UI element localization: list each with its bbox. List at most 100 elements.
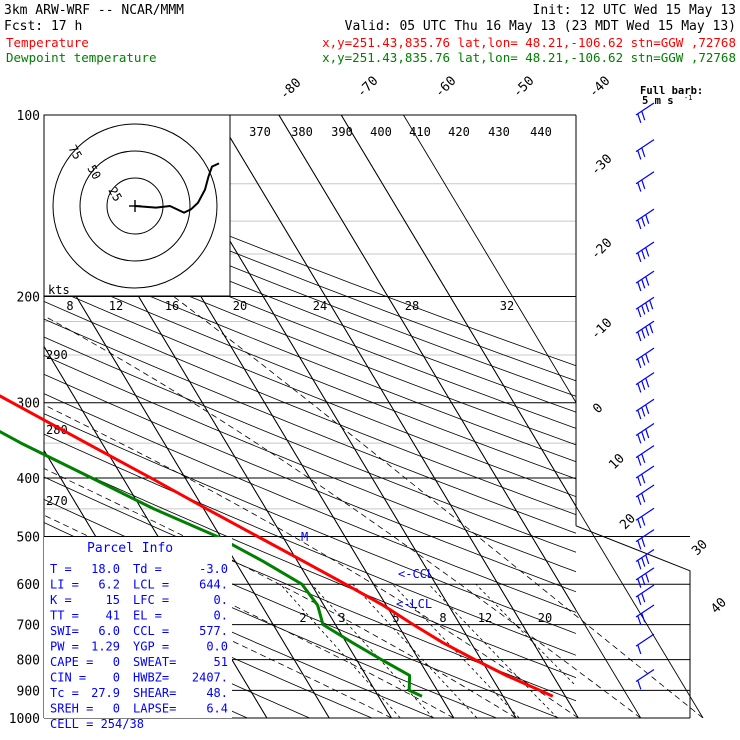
- barb-staff: [635, 398, 655, 412]
- barb-flag: [641, 249, 646, 260]
- barb-flag: [637, 150, 642, 160]
- barb-staff: [635, 633, 655, 647]
- init-time: Init: 12 UTC Wed 15 May 13: [533, 3, 737, 18]
- isotherm-label: -70: [354, 74, 381, 101]
- dewpoint-station-info: x,y=251.43,835.76 lat,lon= 48.21,-106.62…: [322, 50, 736, 65]
- parcel-row-value: 2407.: [192, 671, 228, 685]
- theta-label: 430: [488, 125, 510, 139]
- temperature-legend: Temperature: [6, 35, 89, 50]
- theta-label: 290: [46, 348, 68, 362]
- barb-flag: [637, 560, 642, 570]
- theta-label: 380: [291, 125, 313, 139]
- dewpoint-profile: [0, 429, 423, 698]
- barb-staff: [635, 604, 655, 618]
- parcel-row-value: 48.: [206, 686, 228, 700]
- parcel-row-value: 41: [106, 609, 120, 623]
- parcel-row-value: -3.0: [199, 562, 228, 576]
- barb-flag: [637, 113, 642, 123]
- dry-adiabat: [44, 204, 576, 413]
- speed-axis-label: 28: [405, 299, 419, 313]
- parcel-row-label: SHEAR=: [133, 686, 176, 700]
- barb-flag: [641, 305, 646, 315]
- barb-flag: [649, 323, 654, 334]
- barb-flag: [641, 380, 646, 390]
- barb-flag: [641, 557, 646, 567]
- barb-staff: [635, 320, 655, 334]
- theta-label: 280: [46, 423, 68, 437]
- theta-label: 400: [370, 125, 392, 139]
- barb-staff: [635, 507, 655, 521]
- parcel-row-value: 15: [106, 593, 120, 607]
- barb-flag: [645, 247, 650, 257]
- parcel-row-label: SREH =: [50, 702, 93, 716]
- hodograph-ring-label: 75: [65, 143, 84, 163]
- barb-flag: [637, 182, 642, 192]
- barb-staff: [635, 296, 655, 310]
- parcel-info-box: Parcel Info T = 18.0 Td = -3.0 LI = 6.2 LCL = 6…: [44, 537, 232, 731]
- speed-axis-label: 32: [500, 299, 514, 313]
- wind-barb: [635, 584, 655, 605]
- parcel-row-label: LI =: [50, 578, 79, 592]
- dry-adiabat: [44, 433, 576, 656]
- parcel-row-value: 6.0: [98, 624, 120, 638]
- barb-flag: [637, 219, 642, 230]
- pressure-label: 900: [17, 684, 40, 699]
- barb-flag: [641, 329, 646, 339]
- pressure-label: 200: [17, 291, 40, 306]
- parcel-row-label: SWI=: [50, 624, 79, 638]
- parcel-row-label: CCL =: [133, 624, 169, 638]
- parcel-row-label: Tc =: [50, 686, 79, 700]
- barb-flag: [637, 281, 642, 292]
- barb-flag: [637, 331, 642, 342]
- dry-adiabat: [44, 250, 576, 463]
- barb-staff: [635, 270, 655, 284]
- wind-barb: [635, 320, 655, 342]
- theta-label: 390: [331, 125, 353, 139]
- isotherm-label: 0: [590, 401, 606, 417]
- pressure-label: 400: [17, 472, 40, 487]
- barb-flag: [637, 680, 642, 690]
- barb-flag: [641, 516, 646, 526]
- isotherm-line: [44, 241, 330, 718]
- dry-adiabat: [44, 301, 576, 516]
- parcel-row-value: 6.2: [98, 578, 120, 592]
- parcel-row-label: K =: [50, 593, 72, 607]
- barb-flag: [641, 575, 646, 586]
- barb-legend-exponent: -1: [684, 94, 692, 102]
- barb-flag: [645, 302, 650, 313]
- wind-barb: [635, 422, 655, 444]
- dry-adiabat: [44, 318, 576, 534]
- barb-staff: [635, 529, 655, 543]
- mixing-ratio-label: 3: [338, 611, 345, 625]
- barb-flag: [645, 377, 650, 388]
- speed-axis-label: 8: [66, 299, 73, 313]
- dry-adiabat: [44, 267, 576, 480]
- barb-flag: [641, 356, 646, 366]
- dry-adiabat: [44, 219, 576, 429]
- barb-flag: [645, 326, 650, 336]
- barb-flag: [637, 595, 642, 605]
- barb-legend-title: Full barb:: [640, 85, 703, 97]
- valid-time: Valid: 05 UTC Thu 16 May 13 (23 MDT Wed …: [345, 19, 736, 34]
- isotherm-label: 30: [689, 537, 711, 559]
- dry-adiabat: [44, 373, 576, 593]
- parcel-row-value: 0: [113, 671, 120, 685]
- barb-flag: [641, 217, 646, 227]
- freezing-level-marker: M: [301, 530, 308, 544]
- barb-flag: [637, 495, 642, 505]
- parcel-row-label: EL =: [133, 609, 162, 623]
- parcel-row-label: SWEAT=: [133, 655, 176, 669]
- barb-flag: [645, 428, 650, 439]
- parcel-row-label: LAPSE=: [133, 702, 176, 716]
- barb-flag: [641, 612, 646, 623]
- wind-barb: [635, 507, 655, 529]
- parcel-row-value: 51: [214, 655, 228, 669]
- hodograph-ring-label: 50: [84, 163, 103, 183]
- parcel-row-value: 18.0: [91, 562, 120, 576]
- parcel-row-label: YGP =: [133, 640, 169, 654]
- dry-adiabat: [44, 234, 576, 446]
- pressure-label: 500: [17, 530, 40, 545]
- barb-staff: [635, 139, 655, 153]
- barb-staff: [635, 372, 655, 386]
